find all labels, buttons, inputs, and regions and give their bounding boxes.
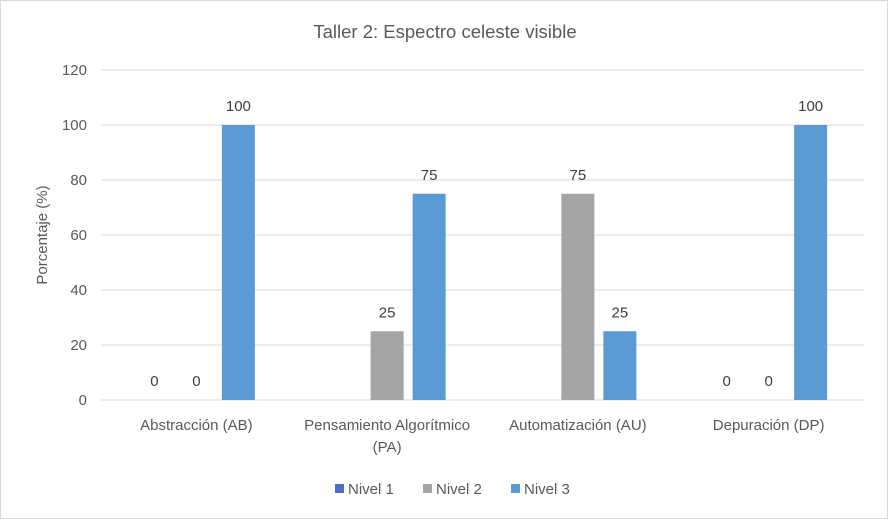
data-label: 100: [798, 98, 823, 115]
legend-label: Nivel 2: [436, 481, 482, 498]
x-tick-label: Depuración (DP): [713, 417, 825, 434]
legend-label: Nivel 1: [348, 481, 394, 498]
data-labels: 0 0 100 25 75 75 25 0 0 100: [150, 98, 823, 390]
x-tick-label: (PA): [373, 439, 402, 456]
bars: [221, 125, 828, 400]
bar: [370, 331, 404, 400]
data-label: 0: [192, 373, 200, 390]
x-axis-labels: Abstracción (AB) Pensamiento Algorítmico (…: [140, 417, 824, 456]
y-tick-label: 80: [70, 172, 87, 189]
data-label: 75: [570, 167, 587, 184]
y-tick-label: 120: [62, 62, 87, 79]
legend-label: Nivel 3: [524, 481, 570, 498]
x-tick-label: Automatización (AU): [509, 417, 647, 434]
y-axis-title: Porcentaje (%): [34, 185, 51, 284]
gridlines: [101, 69, 864, 401]
data-label: 25: [612, 304, 629, 321]
x-tick-label: Abstracción (AB): [140, 417, 253, 434]
bar: [221, 125, 255, 400]
bar: [603, 331, 637, 400]
legend-swatch: [511, 484, 520, 493]
bar: [412, 193, 446, 400]
y-tick-label: 0: [79, 392, 87, 409]
data-label: 0: [764, 373, 772, 390]
y-tick-label: 20: [70, 337, 87, 354]
bar: [794, 125, 828, 400]
y-tick-label: 60: [70, 227, 87, 244]
bar: [561, 193, 595, 400]
data-label: 0: [722, 373, 730, 390]
data-label: 25: [379, 304, 396, 321]
data-label: 100: [226, 98, 251, 115]
legend-swatch: [423, 484, 432, 493]
data-label: 75: [421, 167, 438, 184]
y-axis-ticks: 0 20 40 60 80 100 120: [62, 62, 87, 409]
y-tick-label: 40: [70, 282, 87, 299]
chart-title: Taller 2: Espectro celeste visible: [313, 21, 576, 42]
data-label: 0: [150, 373, 158, 390]
y-tick-label: 100: [62, 117, 87, 134]
x-tick-label: Pensamiento Algorítmico: [304, 417, 470, 434]
legend: Nivel 1 Nivel 2 Nivel 3: [335, 481, 570, 498]
legend-swatch: [335, 484, 344, 493]
